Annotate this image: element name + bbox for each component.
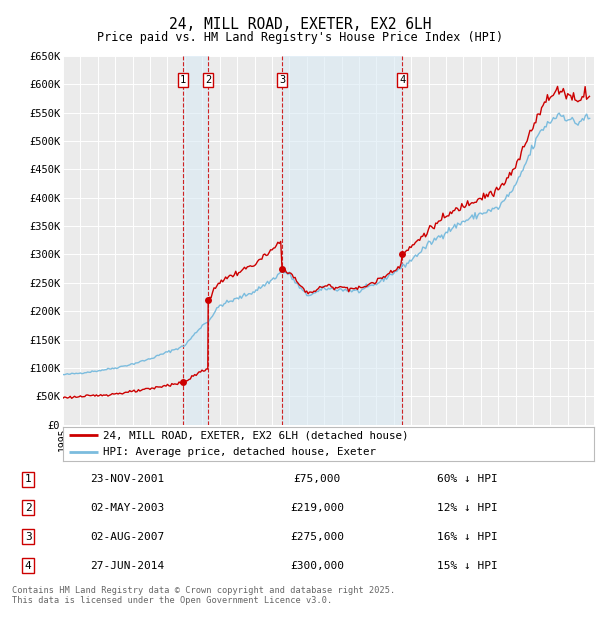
Text: 27-JUN-2014: 27-JUN-2014 xyxy=(90,560,164,570)
Text: 12% ↓ HPI: 12% ↓ HPI xyxy=(437,503,497,513)
Text: 24, MILL ROAD, EXETER, EX2 6LH: 24, MILL ROAD, EXETER, EX2 6LH xyxy=(169,17,431,32)
Text: 15% ↓ HPI: 15% ↓ HPI xyxy=(437,560,497,570)
Text: 1: 1 xyxy=(180,74,186,85)
Text: £275,000: £275,000 xyxy=(290,532,344,542)
Text: 1: 1 xyxy=(25,474,32,484)
Text: 23-NOV-2001: 23-NOV-2001 xyxy=(90,474,164,484)
Text: 4: 4 xyxy=(399,74,406,85)
Text: Contains HM Land Registry data © Crown copyright and database right 2025.
This d: Contains HM Land Registry data © Crown c… xyxy=(12,586,395,605)
Text: £219,000: £219,000 xyxy=(290,503,344,513)
Text: £300,000: £300,000 xyxy=(290,560,344,570)
Text: 02-AUG-2007: 02-AUG-2007 xyxy=(90,532,164,542)
Text: 2: 2 xyxy=(205,74,211,85)
Text: 4: 4 xyxy=(25,560,32,570)
Text: 02-MAY-2003: 02-MAY-2003 xyxy=(90,503,164,513)
Text: 3: 3 xyxy=(25,532,32,542)
Text: 16% ↓ HPI: 16% ↓ HPI xyxy=(437,532,497,542)
Text: £75,000: £75,000 xyxy=(293,474,341,484)
Text: Price paid vs. HM Land Registry's House Price Index (HPI): Price paid vs. HM Land Registry's House … xyxy=(97,31,503,44)
Bar xyxy=(282,56,403,425)
Bar xyxy=(183,56,208,425)
Text: 60% ↓ HPI: 60% ↓ HPI xyxy=(437,474,497,484)
Text: 2: 2 xyxy=(25,503,32,513)
Text: 3: 3 xyxy=(279,74,285,85)
Text: 24, MILL ROAD, EXETER, EX2 6LH (detached house): 24, MILL ROAD, EXETER, EX2 6LH (detached… xyxy=(103,430,409,440)
Text: HPI: Average price, detached house, Exeter: HPI: Average price, detached house, Exet… xyxy=(103,447,376,457)
